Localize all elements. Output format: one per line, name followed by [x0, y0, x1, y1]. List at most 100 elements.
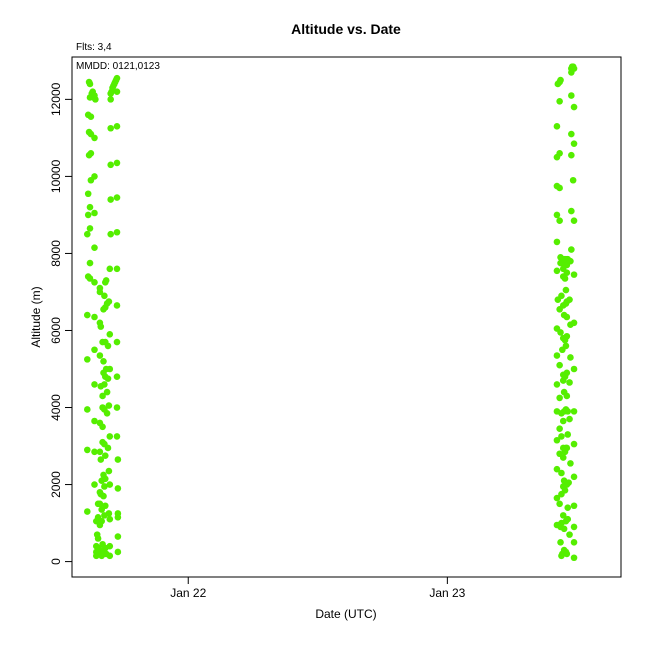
data-point — [563, 550, 571, 558]
data-point — [104, 342, 112, 350]
data-point — [553, 211, 561, 219]
data-point — [106, 433, 114, 440]
data-points — [83, 63, 578, 562]
data-point — [570, 140, 578, 147]
data-point — [114, 548, 122, 556]
plot-frame — [71, 56, 622, 578]
data-point — [566, 379, 573, 386]
y-tick-label: 8000 — [49, 240, 63, 267]
data-point — [563, 332, 571, 340]
data-point — [107, 96, 114, 103]
data-point — [106, 481, 114, 488]
data-point — [567, 354, 574, 361]
data-point — [556, 149, 563, 157]
data-point — [83, 446, 91, 454]
y-tick-label: 2000 — [49, 471, 63, 498]
data-point — [570, 539, 578, 546]
data-point — [564, 431, 572, 438]
data-point — [558, 490, 565, 498]
data-point — [91, 417, 98, 425]
data-point — [96, 288, 104, 296]
data-point — [91, 244, 98, 251]
data-point — [566, 531, 573, 538]
data-point — [114, 533, 122, 540]
data-point — [87, 149, 95, 157]
data-point — [556, 184, 563, 192]
x-tick-label: Jan 22 — [170, 586, 206, 600]
data-point — [560, 525, 568, 533]
data-point — [564, 408, 572, 415]
data-point — [113, 194, 121, 201]
data-point — [105, 402, 113, 409]
data-point — [568, 246, 575, 253]
y-tick-label: 0 — [49, 558, 63, 565]
y-tick-label: 12000 — [49, 82, 63, 116]
y-tick-label: 10000 — [49, 159, 63, 193]
data-point — [567, 257, 574, 265]
data-point — [97, 456, 105, 463]
data-point — [107, 124, 114, 132]
x-axis-label: Date (UTC) — [315, 607, 376, 621]
data-point — [570, 103, 578, 111]
data-point — [113, 228, 121, 236]
data-point — [101, 512, 108, 519]
data-point — [106, 365, 114, 373]
data-point — [103, 388, 111, 396]
data-point — [570, 408, 578, 415]
data-point — [91, 481, 98, 488]
data-point — [553, 381, 561, 388]
data-point — [86, 80, 94, 88]
data-point — [559, 512, 567, 519]
data-point — [113, 433, 121, 440]
data-point — [570, 523, 578, 531]
data-point — [99, 423, 106, 431]
data-point — [563, 392, 571, 400]
data-point — [558, 552, 565, 560]
data-point — [100, 305, 107, 313]
data-point — [100, 357, 107, 365]
data-point — [563, 313, 571, 321]
data-point — [559, 417, 567, 425]
data-point — [553, 436, 561, 444]
data-point — [113, 338, 121, 346]
data-point — [556, 217, 563, 225]
data-point — [101, 381, 108, 388]
data-point — [107, 230, 114, 238]
data-point — [554, 296, 562, 303]
data-point — [113, 302, 121, 309]
data-point — [96, 521, 104, 529]
data-point — [96, 500, 104, 508]
data-point — [114, 456, 122, 463]
data-point — [113, 265, 121, 273]
data-point — [557, 329, 564, 336]
data-point — [101, 292, 108, 300]
data-point — [113, 159, 121, 167]
data-point — [558, 469, 565, 477]
data-point — [570, 319, 578, 327]
data-point — [113, 74, 121, 82]
data-point — [567, 460, 574, 467]
data-point — [570, 271, 578, 278]
data-point — [113, 123, 121, 130]
data-point — [556, 500, 563, 508]
data-point — [556, 305, 563, 313]
data-point — [570, 217, 578, 225]
data-point — [94, 535, 102, 542]
data-point — [91, 209, 98, 217]
data-point — [91, 313, 98, 321]
data-point — [106, 265, 114, 273]
x-tick-label: Jan 23 — [429, 586, 465, 600]
y-tick-label: 4000 — [49, 394, 63, 421]
data-point — [570, 473, 578, 481]
data-point — [100, 492, 107, 500]
data-point — [570, 554, 578, 562]
data-point — [83, 508, 91, 515]
data-point — [568, 69, 575, 76]
data-point — [563, 269, 571, 277]
data-point — [98, 477, 105, 485]
y-tick-label: 6000 — [49, 317, 63, 344]
data-point — [83, 311, 91, 319]
data-point — [91, 279, 98, 286]
